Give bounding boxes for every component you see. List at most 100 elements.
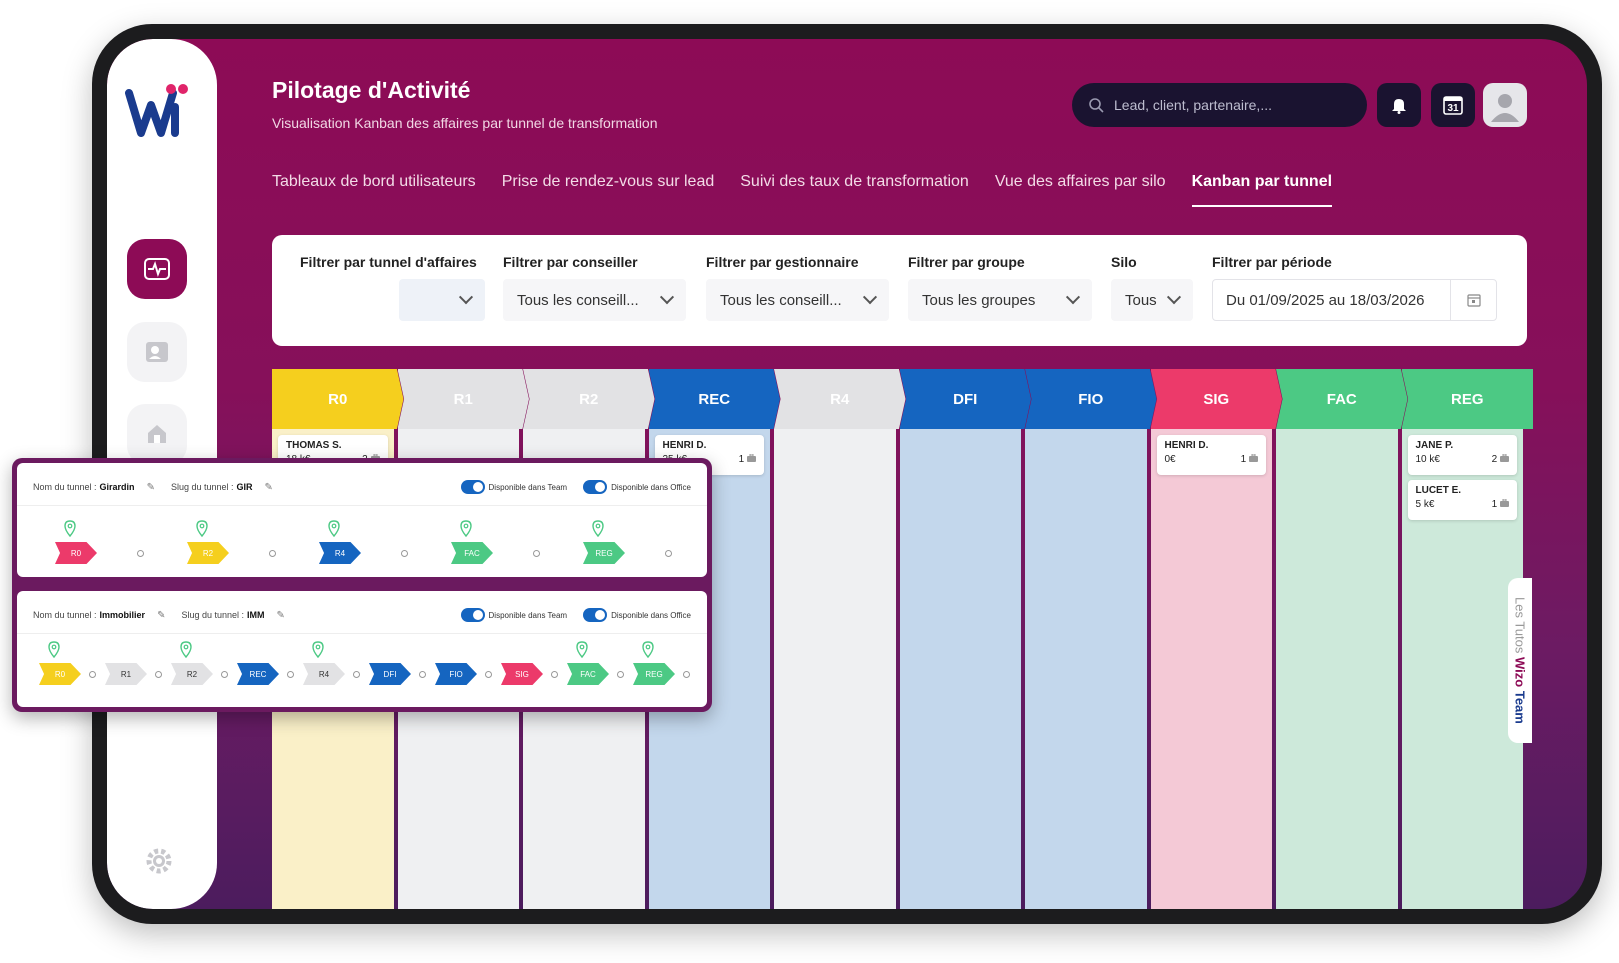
tunnel-step-fio[interactable]: FIO [435, 663, 477, 685]
step-connector-dot [353, 671, 360, 678]
location-pin-icon [179, 641, 193, 659]
location-pin-icon [63, 520, 77, 538]
calendar-icon [1466, 294, 1481, 307]
kanban-column-header: REC [648, 369, 780, 429]
office-availability-toggle[interactable] [583, 480, 608, 494]
tunnel-step-rec[interactable]: REC [237, 663, 279, 685]
tunnel-config-overlay: Nom du tunnel : Girardin ✎ Slug du tunnel… [12, 458, 712, 712]
briefcase-icon [1500, 453, 1509, 462]
tunnel-step-dfi[interactable]: DFI [369, 663, 411, 685]
periode-date-range[interactable]: Du 01/09/2025 au 18/03/2026 [1212, 279, 1497, 321]
chevron-down-icon [458, 290, 474, 305]
tunnel-card-girardin: Nom du tunnel : Girardin ✎ Slug du tunnel… [17, 463, 707, 577]
tunnel-step-r0[interactable]: R0 [55, 542, 97, 564]
groupe-filter-select[interactable]: Tous les groupes [908, 279, 1092, 321]
tunnel-slug: GIR [236, 482, 253, 492]
conseiller-filter-select[interactable]: Tous les conseill... [503, 279, 686, 321]
notifications-button[interactable] [1377, 83, 1421, 127]
deal-card-name: HENRI D. [1164, 440, 1209, 451]
step-connector-dot [683, 671, 690, 678]
deal-card[interactable]: LUCET E. 5 k€ 1 [1407, 480, 1517, 520]
edit-pencil-icon[interactable]: ✎ [276, 609, 285, 621]
tunnel-step-reg[interactable]: REG [633, 663, 675, 685]
deal-card[interactable]: JANE P. 10 k€ 2 [1407, 435, 1517, 475]
kanban-column-header: SIG [1150, 369, 1282, 429]
page-subtitle: Visualisation Kanban des affaires par tu… [272, 115, 658, 131]
location-pin-icon [641, 641, 655, 659]
calendar-button[interactable]: 31 [1431, 83, 1475, 127]
tunnel-step-fac[interactable]: FAC [567, 663, 609, 685]
silo-filter-select[interactable]: Tous [1111, 279, 1193, 321]
tunnel-step-reg[interactable]: REG [583, 542, 625, 564]
step-connector-dot [419, 671, 426, 678]
user-avatar[interactable] [1483, 83, 1527, 127]
location-pin-icon [459, 520, 473, 538]
home-nav-button[interactable] [127, 404, 187, 464]
office-availability-toggle[interactable] [583, 608, 608, 622]
global-search[interactable] [1072, 83, 1367, 127]
search-input[interactable] [1114, 97, 1344, 113]
kanban-column-sig: SIG [1150, 369, 1282, 909]
date-picker-button[interactable] [1450, 280, 1496, 320]
tunnel-header: Nom du tunnel : Girardin ✎ Slug du tunnel… [33, 477, 691, 497]
kanban-column-body [1276, 429, 1398, 909]
edit-pencil-icon[interactable]: ✎ [157, 609, 166, 621]
tunnel-step-r0[interactable]: R0 [39, 663, 81, 685]
user-icon [1491, 94, 1519, 122]
step-connector-dot [137, 550, 144, 557]
bell-icon [1392, 99, 1406, 114]
deal-card[interactable]: HENRI D. 0€ 1 [1156, 435, 1266, 475]
tunnel-step-r2[interactable]: R2 [171, 663, 213, 685]
step-connector-dot [287, 671, 294, 678]
tunnel-step-r2[interactable]: R2 [187, 542, 229, 564]
activity-nav-button[interactable] [127, 239, 187, 299]
deal-card-count: 1 [1240, 454, 1247, 465]
tunnel-filter-select[interactable] [399, 279, 485, 321]
tab-silo-view[interactable]: Vue des affaires par silo [994, 173, 1166, 190]
settings-gear-icon[interactable] [145, 847, 173, 875]
kanban-column-body [899, 429, 1021, 909]
edit-pencil-icon[interactable]: ✎ [264, 481, 273, 493]
tutos-side-tab[interactable]: Les Tutos Wizo Team [1508, 578, 1532, 743]
periode-value: Du 01/09/2025 au 18/03/2026 [1226, 291, 1425, 309]
edit-pencil-icon[interactable]: ✎ [146, 481, 155, 493]
tutos-label: Les Tutos Wizo Team [1512, 597, 1528, 724]
kanban-column-header: FAC [1276, 369, 1408, 429]
step-connector-dot [401, 550, 408, 557]
tunnel-slug-label: Slug du tunnel : [181, 610, 245, 620]
contacts-nav-button[interactable] [127, 322, 187, 382]
page-title: Pilotage d'Activité [272, 77, 471, 103]
kanban-column-body [1150, 429, 1272, 909]
pulse-icon [144, 258, 170, 280]
tunnel-step-r4[interactable]: R4 [303, 663, 345, 685]
location-pin-icon [591, 520, 605, 538]
location-pin-icon [47, 641, 61, 659]
tab-transformation-rates[interactable]: Suivi des taux de transformation [740, 173, 969, 190]
team-availability-toggle[interactable] [460, 608, 485, 622]
gestionnaire-filter-value: Tous les conseill... [720, 291, 842, 309]
calendar-day: 31 [1447, 102, 1459, 114]
tab-dashboards[interactable]: Tableaux de bord utilisateurs [272, 173, 476, 190]
silo-filter-value: Tous [1125, 291, 1157, 309]
team-availability-toggle[interactable] [460, 480, 485, 494]
gestionnaire-filter-select[interactable]: Tous les conseill... [706, 279, 889, 321]
tab-kanban-tunnel[interactable]: Kanban par tunnel [1191, 173, 1333, 207]
kanban-column-header: R2 [523, 369, 655, 429]
step-connector-dot [221, 671, 228, 678]
groupe-filter-value: Tous les groupes [922, 291, 1036, 309]
step-connector-dot [89, 671, 96, 678]
deal-card-count: 1 [1491, 499, 1498, 510]
tab-appointments[interactable]: Prise de rendez-vous sur lead [501, 173, 715, 190]
step-connector-dot [533, 550, 540, 557]
groupe-filter-label: Filtrer par groupe [908, 254, 1025, 270]
tunnel-step-fac[interactable]: FAC [451, 542, 493, 564]
office-toggle-label: Disponible dans Office [611, 610, 691, 620]
step-connector-dot [155, 671, 162, 678]
silo-filter-label: Silo [1111, 254, 1137, 270]
tunnel-slug: IMM [247, 610, 265, 620]
tunnel-step-sig[interactable]: SIG [501, 663, 543, 685]
location-pin-icon [311, 641, 325, 659]
tunnel-step-r1[interactable]: R1 [105, 663, 147, 685]
tunnel-step-r4[interactable]: R4 [319, 542, 361, 564]
step-connector-dot [269, 550, 276, 557]
